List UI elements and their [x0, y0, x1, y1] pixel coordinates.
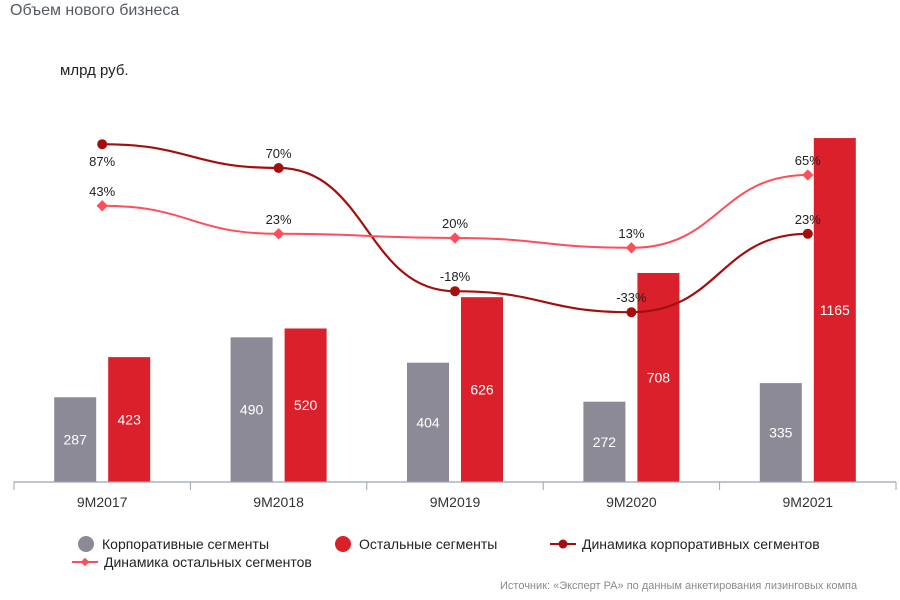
bar-other-9M2020: [637, 272, 680, 482]
bar-label-other-9M2018: 520: [294, 397, 318, 413]
bar-other-9M2018: [284, 328, 327, 482]
bar-label-other-9M2019: 626: [470, 382, 494, 398]
x-tick-label-9M2021: 9M2021: [783, 494, 834, 510]
bar-corporate-9M2019: [407, 362, 449, 482]
point-corporate-dynamics-9M2019: [450, 286, 460, 297]
legend-item-0: Корпоративные сегменты: [78, 536, 269, 552]
point-corporate-dynamics-9M2017: [97, 139, 108, 150]
pct-label-corporate-9M2017: 87%: [89, 154, 115, 169]
pct-label-corporate-9M2021: 23%: [795, 212, 821, 227]
pct-label-corporate-9M2019: -18%: [440, 269, 471, 284]
pct-label-other-9M2018: 23%: [266, 212, 292, 227]
bar-label-corporate-9M2019: 404: [416, 414, 440, 430]
point-other-dynamics-9M2019: [449, 232, 461, 244]
bar-label-other-9M2017: 423: [118, 412, 142, 428]
pct-label-other-9M2021: 65%: [795, 153, 821, 168]
bar-label-corporate-9M2018: 490: [240, 402, 264, 418]
bar-label-other-9M2020: 708: [647, 369, 671, 385]
legend-label: Остальные сегменты: [359, 536, 497, 552]
bar-corporate-9M2018: [230, 337, 273, 482]
bar-other-9M2021: [813, 138, 856, 483]
legend-label: Динамика остальных сегментов: [104, 554, 312, 570]
pct-label-other-9M2017: 43%: [89, 184, 115, 199]
legend-label: Корпоративные сегменты: [102, 536, 269, 552]
bar-label-corporate-9M2021: 335: [769, 425, 793, 441]
bar-other-9M2017: [108, 357, 151, 482]
pct-label-corporate-9M2018: 70%: [266, 146, 292, 161]
unit-label: млрд руб.: [60, 62, 129, 79]
point-other-dynamics-9M2017: [96, 200, 108, 212]
point-other-dynamics-9M2018: [272, 228, 285, 240]
point-corporate-dynamics-9M2020: [626, 307, 637, 318]
point-corporate-dynamics-9M2021: [802, 228, 813, 239]
bar-corporate-9M2021: [759, 383, 802, 482]
x-tick-label-9M2019: 9M2019: [430, 494, 481, 510]
bar-corporate-9M2020: [583, 401, 626, 482]
source-note: Источник: «Эксперт РА» по данным анкетир…: [500, 580, 858, 592]
chart-title: Объем нового бизнеса: [10, 2, 180, 19]
pct-label-other-9M2020: 13%: [618, 226, 644, 241]
bar-label-corporate-9M2017: 287: [64, 432, 88, 448]
x-tick-label-9M2017: 9M2017: [77, 494, 128, 510]
point-other-dynamics-9M2021: [802, 169, 814, 181]
pct-label-other-9M2019: 20%: [442, 216, 468, 231]
legend-item-3: Динамика остальных сегментов: [72, 554, 312, 570]
legend-marker: [78, 536, 94, 552]
point-corporate-dynamics-9M2018: [273, 163, 284, 173]
legend-marker: [335, 536, 351, 552]
legend-item-2: Динамика корпоративных сегментов: [550, 536, 820, 552]
bar-other-9M2019: [461, 297, 503, 482]
legend-marker: [80, 557, 90, 567]
legend-label: Динамика корпоративных сегментов: [582, 536, 820, 552]
x-tick-label-9M2020: 9M2020: [606, 494, 657, 510]
bar-label-corporate-9M2020: 272: [593, 434, 617, 450]
pct-label-corporate-9M2020: -33%: [616, 290, 647, 305]
legend-item-1: Остальные сегменты: [335, 536, 497, 552]
bar-corporate-9M2017: [54, 397, 97, 482]
legend-marker: [558, 539, 568, 549]
bar-label-other-9M2021: 1165: [820, 302, 850, 318]
point-other-dynamics-9M2020: [625, 242, 638, 254]
x-tick-label-9M2018: 9M2018: [253, 494, 304, 510]
